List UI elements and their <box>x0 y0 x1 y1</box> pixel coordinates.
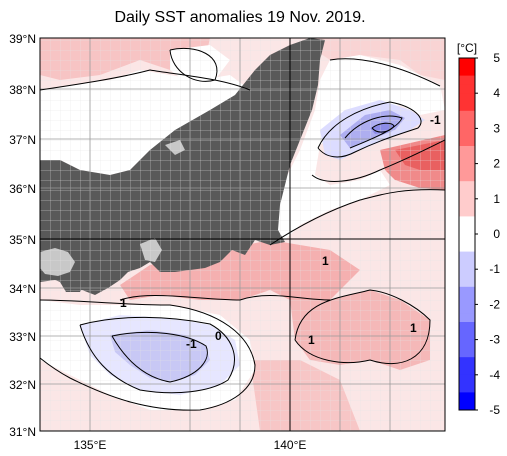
colorbar-segment <box>459 66 475 77</box>
colorbar-segment <box>459 93 475 103</box>
map-frame <box>39 37 446 432</box>
colorbar-segment <box>459 102 475 112</box>
colorbar-tick-label: 2 <box>493 157 500 171</box>
colorbar-segment <box>459 146 475 156</box>
colorbar-segment <box>459 366 475 376</box>
colorbar-segment <box>459 251 475 261</box>
colorbar-tick-label: -3 <box>489 333 500 347</box>
lat-label: 37°N <box>9 133 36 147</box>
lat-label: 36°N <box>9 182 36 196</box>
colorbar-segment <box>459 190 475 200</box>
colorbar-ticks: 5 4 3 2 1 0 -1 -2 -3 -4 -5 <box>475 51 500 417</box>
contour-label: 1 <box>322 254 329 268</box>
map-title: Daily SST anomalies 19 Nov. 2019. <box>114 9 366 26</box>
colorbar-segment <box>459 313 475 323</box>
graticule <box>40 38 445 431</box>
colorbar-segment <box>459 234 475 244</box>
colorbar-segment <box>459 119 475 129</box>
lat-label: 34°N <box>9 282 36 296</box>
colorbar-segment <box>459 401 475 411</box>
colorbar-segment <box>459 286 475 297</box>
colorbar-segment <box>459 225 475 235</box>
colorbar-segment <box>459 128 475 138</box>
contour-label: 1 <box>120 296 127 310</box>
colorbar-segment <box>459 137 475 147</box>
lat-label: 33°N <box>9 330 36 344</box>
colorbar-segment <box>459 198 475 209</box>
colorbar-tick-label: 1 <box>493 192 500 206</box>
contour-label: -1 <box>186 337 197 351</box>
colorbar-segment <box>459 154 475 165</box>
colorbar-unit: [°C] <box>457 41 477 55</box>
colorbar-segment <box>459 172 475 182</box>
colorbar-segment <box>459 110 475 121</box>
colorbar-segment <box>459 260 475 270</box>
colorbar-segment <box>459 269 475 279</box>
lon-label: 135°E <box>74 438 107 452</box>
colorbar-segment <box>459 304 475 314</box>
colorbar-segment <box>459 322 475 332</box>
colorbar-tick-label: 5 <box>493 51 500 65</box>
colorbar-tick-label: -5 <box>489 403 500 417</box>
lat-label: 35°N <box>9 233 36 247</box>
colorbar-tick-label: -4 <box>489 368 500 382</box>
colorbar-segment <box>459 295 475 305</box>
colorbar-segment <box>459 207 475 217</box>
lat-label: 38°N <box>9 83 36 97</box>
colorbar <box>459 58 475 411</box>
colorbar-segment <box>459 383 475 393</box>
colorbar-tick-label: -2 <box>489 297 500 311</box>
contour-label: 0 <box>215 329 222 343</box>
colorbar-segment <box>459 75 475 85</box>
lon-label: 140°E <box>274 438 307 452</box>
lat-label: 39°N <box>9 32 36 46</box>
colorbar-tick-label: 0 <box>493 227 500 241</box>
colorbar-tick-label: -1 <box>489 262 500 276</box>
contour-label: -1 <box>430 113 441 127</box>
colorbar-segment <box>459 278 475 288</box>
colorbar-segment <box>459 181 475 191</box>
colorbar-segment <box>459 330 475 341</box>
lat-label: 31°N <box>9 425 36 439</box>
colorbar-segment <box>459 84 475 94</box>
contour-lines <box>40 47 445 411</box>
contour-label: 1 <box>308 333 315 347</box>
colorbar-segment <box>459 392 475 402</box>
colorbar-segment <box>459 348 475 358</box>
colorbar-segment <box>459 339 475 349</box>
colorbar-tick-label: 3 <box>493 121 500 135</box>
colorbar-segment <box>459 58 475 68</box>
colorbar-segment <box>459 374 475 385</box>
lat-label: 32°N <box>9 378 36 392</box>
contour-label: 1 <box>410 321 417 335</box>
colorbar-segment <box>459 357 475 367</box>
colorbar-tick-label: 4 <box>493 86 500 100</box>
colorbar-segment <box>459 242 475 253</box>
major-graticule <box>40 38 445 431</box>
colorbar-segment <box>459 216 475 226</box>
fine-grid <box>40 38 445 431</box>
colorbar-segment <box>459 163 475 173</box>
